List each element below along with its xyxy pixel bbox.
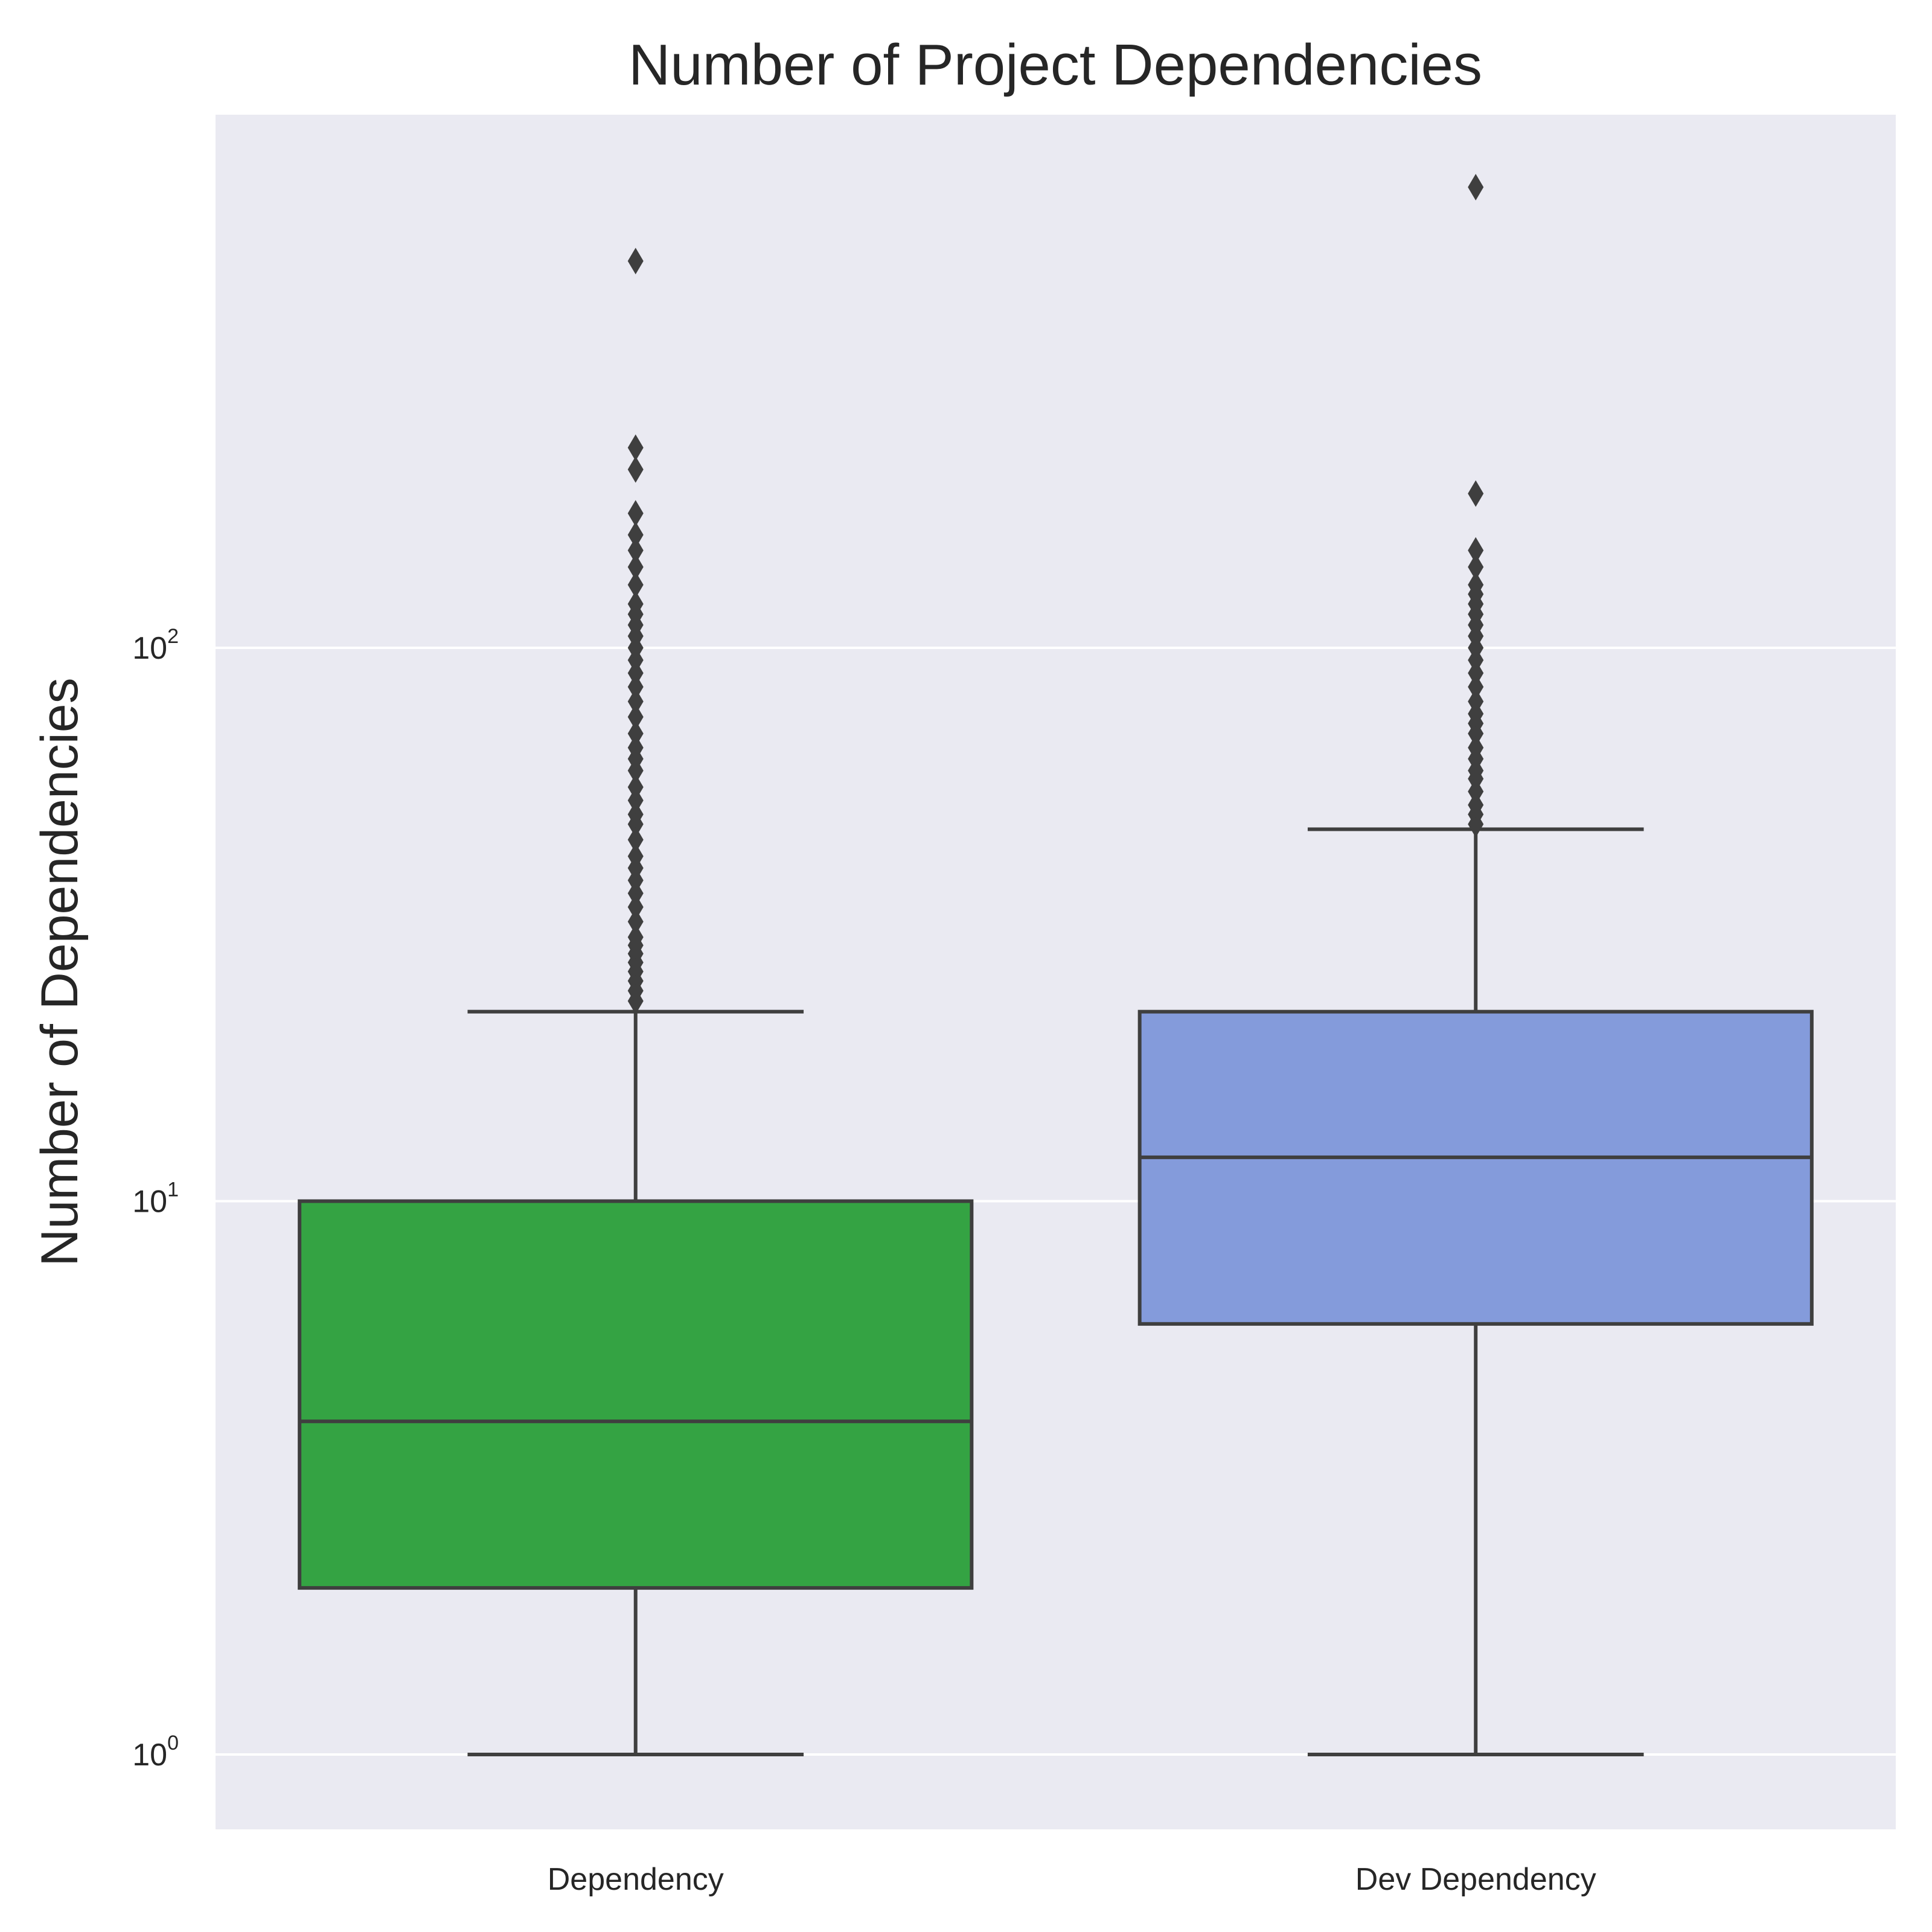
outlier-point — [627, 500, 644, 527]
outlier-point — [627, 773, 644, 801]
outlier-point — [627, 801, 644, 828]
outlier-point — [627, 843, 644, 870]
x-tick-label: Dev Dependency — [1355, 1862, 1596, 1897]
outlier-point — [627, 521, 644, 548]
outlier-point — [627, 734, 644, 761]
box-plots — [298, 174, 1814, 1756]
outlier-point — [627, 571, 644, 598]
y-tick-label: 101 — [132, 1179, 179, 1220]
outlier-point — [1468, 571, 1484, 598]
outlier-point — [627, 673, 644, 700]
outlier-point — [627, 537, 644, 564]
y-tick-label: 100 — [132, 1732, 179, 1773]
outlier-point — [627, 434, 644, 461]
box-group-1 — [298, 248, 974, 1756]
x-tick-label: Dependency — [548, 1862, 724, 1897]
outlier-point — [627, 908, 644, 935]
outlier-point — [627, 554, 644, 581]
y-axis-label: Number of Dependencies — [31, 677, 89, 1266]
outlier-point — [627, 590, 644, 618]
outlier-point — [627, 826, 644, 853]
outlier-point — [627, 456, 644, 483]
box-iqr — [1137, 1009, 1814, 1326]
outlier-point — [1468, 480, 1484, 507]
outlier-point — [627, 894, 644, 921]
outlier-point — [1468, 734, 1484, 761]
outlier-point — [1468, 688, 1484, 715]
y-tick-label: 102 — [132, 625, 179, 666]
box-group-2 — [1137, 174, 1814, 1756]
y-axis-ticks: 100 101 102 — [132, 625, 179, 1773]
outlier-point — [1468, 673, 1484, 700]
chart-title: Number of Project Dependencies — [629, 33, 1482, 97]
outlier-point — [627, 248, 644, 275]
x-axis-categories: Dependency Dev Dependency — [548, 1862, 1596, 1897]
outlier-point — [1468, 554, 1484, 581]
outlier-point — [627, 720, 644, 747]
outlier-point — [627, 703, 644, 731]
outlier-point — [1468, 537, 1484, 564]
outlier-point — [1468, 792, 1484, 819]
outlier-point — [627, 924, 644, 951]
outlier-point — [1468, 174, 1484, 201]
outlier-point — [627, 688, 644, 715]
box-iqr — [298, 1199, 974, 1590]
